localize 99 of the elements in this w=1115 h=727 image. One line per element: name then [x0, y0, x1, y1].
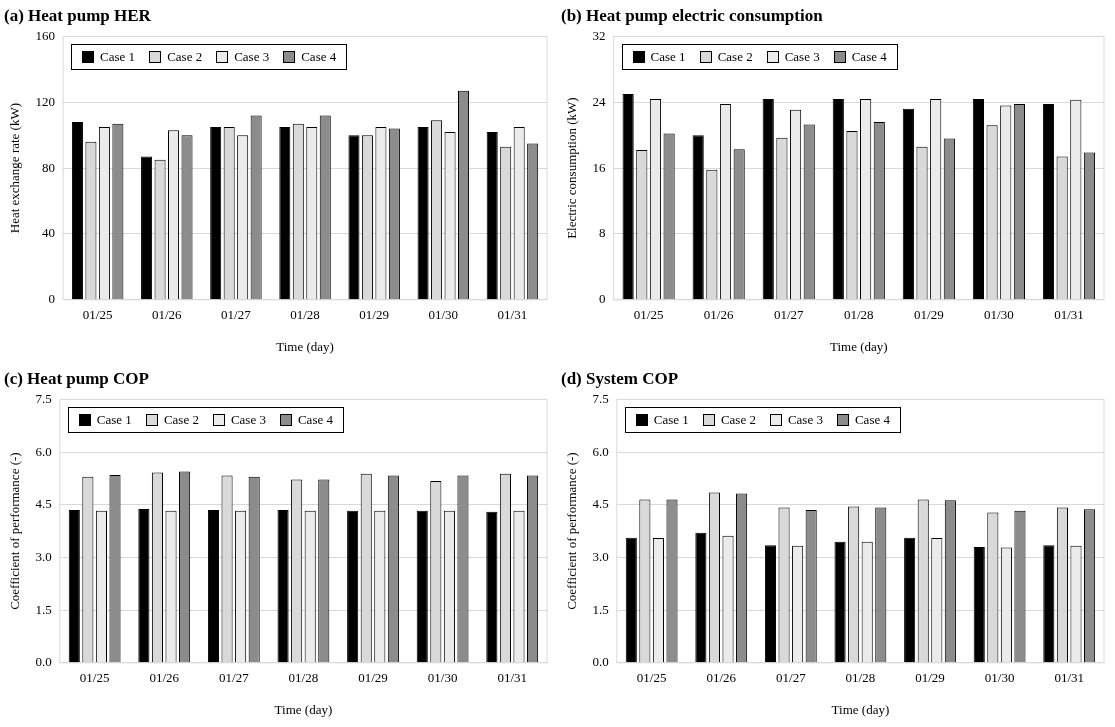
y-tick-label: 3.0	[35, 548, 52, 564]
bar	[417, 126, 429, 300]
legend-label: Case 4	[297, 412, 333, 429]
legend-label: Case 3	[234, 49, 270, 66]
bar	[141, 156, 153, 300]
x-tick-label: 01/30	[984, 670, 1015, 686]
legend-label: Case 3	[784, 49, 820, 66]
y-tick-label: 8	[599, 225, 606, 241]
y-tick-label: 6.0	[592, 443, 609, 459]
x-axis-title: Time (day)	[274, 701, 333, 717]
bar	[486, 511, 498, 663]
y-tick-label: 0	[48, 291, 56, 307]
y-tick-label: 4.5	[592, 496, 609, 512]
y-tick-label: 1.5	[35, 601, 52, 617]
legend-label: Case 4	[301, 49, 337, 66]
legend-label: Case 1	[100, 49, 136, 66]
legend-label: Case 1	[650, 49, 686, 66]
x-tick-label: 01/28	[290, 307, 320, 323]
y-axis-title: Coefficient of performance (-)	[564, 452, 580, 610]
y-tick-label: 4.5	[35, 496, 52, 512]
y-tick-label: 160	[35, 27, 56, 43]
bar	[71, 122, 83, 300]
y-tick-label: 16	[592, 159, 607, 175]
legend-label: Case 4	[851, 49, 887, 66]
x-tick-label: 01/30	[427, 670, 458, 686]
bar	[764, 545, 777, 663]
y-tick-label: 6.0	[35, 443, 52, 459]
x-tick-label: 01/25	[79, 670, 110, 686]
x-tick-label: 01/26	[706, 670, 737, 686]
y-axis-title: Heat exchange rate (kW)	[7, 102, 23, 234]
bar	[138, 508, 150, 663]
y-axis-title: Electric consumption (kW)	[564, 97, 580, 239]
x-tick-label: 01/31	[497, 307, 528, 323]
legend-label: Case 4	[854, 412, 890, 429]
bar	[1043, 545, 1055, 663]
chart-title: (c) Heat pump COP	[4, 368, 149, 388]
x-tick-label: 01/27	[773, 307, 805, 323]
bar	[348, 135, 360, 300]
y-tick-label: 80	[42, 159, 56, 175]
legend-label: Case 2	[163, 412, 199, 429]
y-tick-label: 32	[592, 27, 606, 43]
bar	[695, 532, 707, 663]
x-tick-label: 01/30	[984, 307, 1014, 323]
legend-label: Case 2	[720, 412, 756, 429]
legend-label: Case 2	[167, 49, 203, 66]
x-tick-label: 01/25	[633, 307, 664, 323]
x-tick-label: 01/26	[151, 307, 183, 323]
bar	[347, 510, 359, 663]
chart-title: (b) Heat pump electric consumption	[561, 5, 824, 25]
y-tick-label: 0	[599, 291, 606, 307]
legend-label: Case 1	[653, 412, 689, 429]
x-tick-label: 01/26	[149, 670, 180, 686]
y-tick-label: 7.5	[35, 390, 52, 406]
bar	[68, 510, 80, 663]
x-tick-label: 01/31	[1054, 307, 1084, 323]
bar	[210, 126, 222, 300]
y-tick-label: 40	[42, 225, 56, 241]
legend-label: Case 3	[787, 412, 823, 429]
y-tick-label: 24	[592, 93, 607, 109]
x-tick-label: 01/28	[288, 670, 319, 686]
bar	[416, 510, 428, 663]
y-tick-label: 3.0	[592, 548, 609, 564]
chart-title: (d) System COP	[561, 368, 679, 388]
bar	[904, 537, 916, 663]
bar	[279, 126, 291, 300]
x-tick-label: 01/31	[1054, 670, 1085, 686]
bar	[207, 510, 220, 663]
bar	[277, 510, 289, 663]
x-tick-label: 01/26	[703, 307, 734, 323]
legend-label: Case 1	[96, 412, 132, 429]
y-tick-label: 7.5	[592, 390, 609, 406]
y-tick-label: 120	[35, 93, 56, 109]
x-axis-title: Time (day)	[276, 338, 334, 354]
x-tick-label: 01/31	[497, 670, 528, 686]
x-tick-label: 01/25	[636, 670, 667, 686]
x-tick-label: 01/27	[776, 670, 807, 686]
y-tick-label: 0.0	[592, 654, 609, 670]
x-tick-label: 01/29	[915, 670, 945, 686]
x-tick-label: 01/28	[845, 670, 876, 686]
x-axis-title: Time (day)	[829, 338, 888, 354]
y-tick-label: 0.0	[35, 654, 52, 670]
legend-label: Case 2	[717, 49, 753, 66]
chart-title: (a) Heat pump HER	[4, 5, 152, 25]
x-tick-label: 01/25	[82, 307, 113, 323]
x-tick-label: 01/28	[843, 307, 874, 323]
x-tick-label: 01/29	[359, 307, 389, 323]
bar	[973, 546, 985, 663]
bar	[625, 537, 637, 663]
x-tick-label: 01/30	[428, 307, 459, 323]
x-axis-title: Time (day)	[831, 701, 890, 717]
x-tick-label: 01/29	[358, 670, 388, 686]
x-tick-label: 01/27	[219, 670, 250, 686]
bar	[834, 541, 846, 663]
y-axis-title: Coefficient of performance (-)	[7, 452, 23, 610]
x-tick-label: 01/29	[914, 307, 944, 323]
x-tick-label: 01/27	[221, 307, 252, 323]
y-tick-label: 1.5	[592, 601, 609, 617]
bar	[486, 131, 498, 300]
legend-label: Case 3	[230, 412, 266, 429]
